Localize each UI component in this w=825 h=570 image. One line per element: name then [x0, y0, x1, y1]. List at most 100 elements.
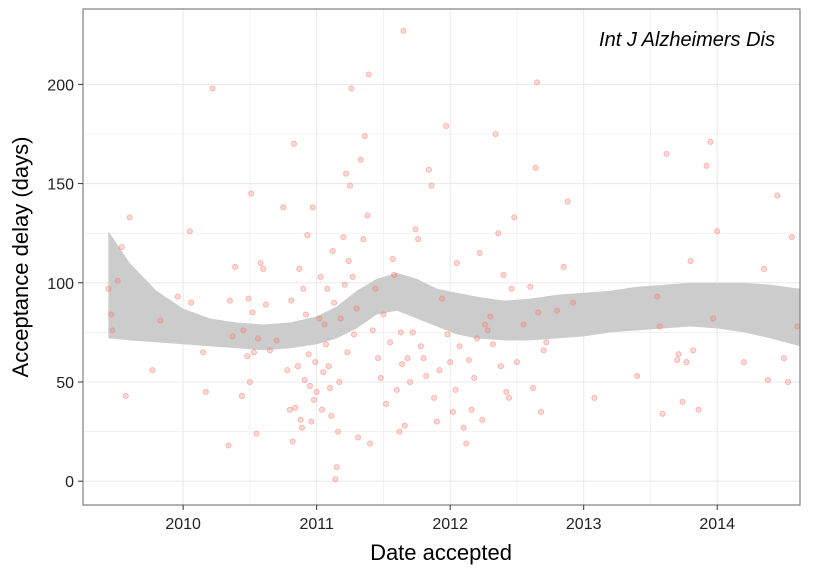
x-tick-label: 2013 — [566, 516, 602, 533]
data-point — [351, 331, 358, 338]
data-point — [481, 321, 488, 328]
data-point — [479, 416, 486, 423]
data-point — [449, 408, 456, 415]
data-point — [425, 166, 432, 173]
data-point — [529, 384, 536, 391]
points-layer — [105, 27, 801, 483]
data-point — [383, 400, 390, 407]
data-point — [157, 317, 164, 324]
panel-label: Int J Alzheimers Dis — [599, 29, 775, 51]
data-point — [273, 337, 280, 344]
data-point — [591, 394, 598, 401]
data-point — [364, 212, 371, 219]
data-point — [420, 355, 427, 362]
data-point — [497, 363, 504, 370]
data-point — [262, 301, 269, 308]
data-point — [780, 355, 787, 362]
data-point — [423, 373, 430, 380]
data-point — [393, 386, 400, 393]
data-point — [453, 259, 460, 266]
data-point — [412, 226, 419, 233]
data-point — [118, 244, 125, 251]
data-point — [348, 85, 355, 92]
data-point — [535, 309, 542, 316]
data-point — [377, 375, 384, 382]
data-point — [188, 299, 195, 306]
data-point — [325, 363, 332, 370]
data-point — [473, 335, 480, 342]
data-point — [387, 339, 394, 346]
data-point — [391, 271, 398, 278]
data-point — [527, 283, 534, 290]
data-point — [337, 315, 344, 322]
data-point — [465, 357, 472, 364]
data-point — [570, 299, 577, 306]
data-point — [309, 204, 316, 211]
data-point — [336, 378, 343, 385]
data-point — [328, 412, 335, 419]
data-point — [229, 333, 236, 340]
data-point — [407, 378, 414, 385]
data-point — [238, 392, 245, 399]
data-point — [240, 327, 247, 334]
data-point — [300, 285, 307, 292]
data-point — [695, 406, 702, 413]
data-point — [257, 259, 264, 266]
data-point — [439, 295, 446, 302]
data-point — [316, 315, 323, 322]
data-point — [444, 331, 451, 338]
data-point — [543, 339, 550, 346]
data-point — [401, 422, 408, 429]
y-tick-label: 50 — [56, 375, 74, 392]
data-point — [663, 150, 670, 157]
smooth-band-layer — [108, 231, 800, 351]
panel-border — [82, 8, 801, 506]
data-point — [323, 341, 330, 348]
data-point — [400, 27, 407, 34]
data-point — [397, 329, 404, 336]
data-point — [774, 192, 781, 199]
data-point — [520, 321, 527, 328]
data-point — [225, 442, 232, 449]
data-point — [687, 257, 694, 264]
data-point — [764, 377, 771, 384]
data-point — [280, 204, 287, 211]
data-point — [714, 228, 721, 235]
y-tick-label: 150 — [47, 177, 74, 194]
data-point — [355, 434, 362, 441]
data-point — [674, 357, 681, 364]
data-point — [312, 359, 319, 366]
data-point — [495, 230, 502, 237]
x-tick-label: 2012 — [432, 516, 468, 533]
data-point — [202, 388, 209, 395]
data-point — [340, 234, 347, 241]
data-point — [105, 285, 112, 292]
data-point — [341, 281, 348, 288]
data-point — [353, 305, 360, 312]
data-point — [489, 341, 496, 348]
data-point — [301, 377, 308, 384]
data-point — [186, 228, 193, 235]
data-point — [332, 476, 339, 483]
data-point — [365, 71, 372, 78]
y-tick-label: 100 — [47, 276, 74, 293]
data-point — [511, 214, 518, 221]
data-point — [302, 311, 309, 318]
data-point — [428, 182, 435, 189]
data-point — [310, 396, 317, 403]
data-point — [634, 373, 641, 380]
data-point — [456, 343, 463, 350]
data-point — [313, 388, 320, 395]
x-tick-label: 2010 — [165, 516, 201, 533]
data-point — [324, 285, 331, 292]
data-point — [431, 394, 438, 401]
data-point — [345, 257, 352, 264]
data-point — [471, 375, 478, 382]
data-point — [308, 418, 315, 425]
x-tick-label: 2014 — [699, 516, 735, 533]
data-point — [329, 248, 336, 255]
data-point — [305, 351, 312, 358]
data-point — [126, 214, 133, 221]
data-point — [254, 335, 261, 342]
